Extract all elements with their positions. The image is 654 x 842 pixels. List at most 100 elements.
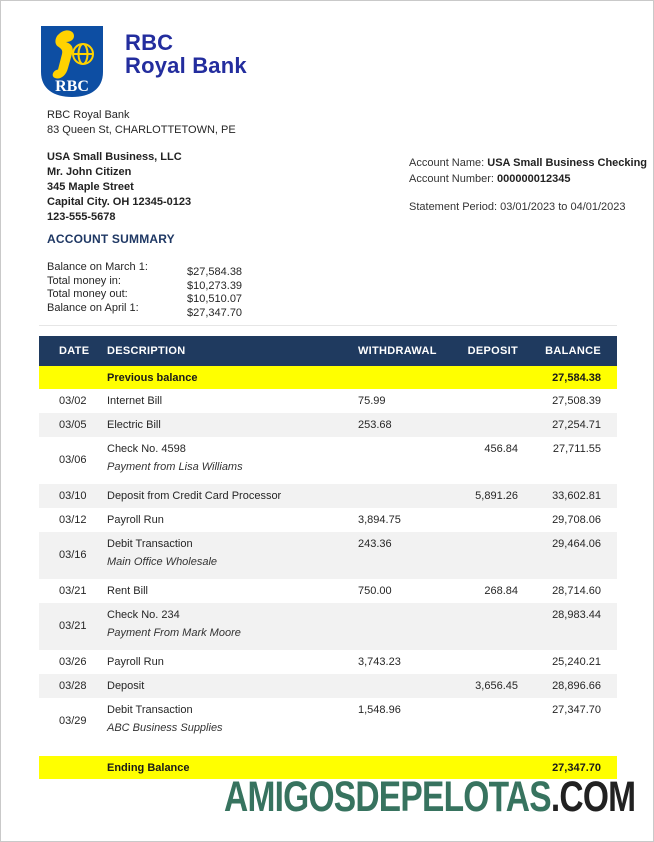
txn-description: Deposit	[101, 674, 356, 698]
transaction-rows: 03/02 Internet Bill 75.99 27,508.39 03/0…	[39, 389, 617, 745]
txn-date: 03/05	[39, 413, 101, 437]
table-row: 03/26 Payroll Run 3,743.23 25,240.21	[39, 650, 617, 674]
table-spacer-row	[39, 745, 617, 756]
txn-balance: 28,896.66	[526, 674, 617, 698]
account-number-value: 000000012345	[497, 173, 571, 185]
customer-name: Mr. John Citizen	[47, 166, 132, 178]
txn-balance: 27,711.55	[552, 443, 601, 455]
account-summary-table: Balance on March 1: $27,584.38 Total mon…	[47, 261, 243, 319]
txn-date: 03/02	[59, 395, 87, 407]
table-row: 03/28 Deposit 3,656.45 28,896.66	[39, 674, 617, 698]
txn-description: Electric Bill	[101, 413, 356, 437]
watermark-green-text: AMIGOSDEPELOTAS	[223, 773, 552, 821]
txn-balance: 27,508.39	[552, 395, 601, 407]
txn-withdrawal: 3,743.23	[358, 656, 401, 668]
txn-withdrawal: 253.68	[356, 413, 451, 437]
txn-balance: 29,464.06	[526, 532, 617, 579]
col-header-description: DESCRIPTION	[101, 336, 356, 366]
txn-deposit	[451, 698, 526, 745]
txn-withdrawal: 750.00	[358, 585, 392, 597]
summary-value: $27,347.70	[187, 306, 243, 319]
txn-deposit	[451, 532, 526, 579]
txn-deposit	[451, 508, 526, 532]
account-info-block: Account Name: USA Small Business Checkin…	[409, 155, 647, 215]
txn-date: 03/26	[59, 656, 87, 668]
wordmark-line2: Royal Bank	[125, 53, 247, 78]
txn-description: Payroll Run	[107, 514, 164, 526]
txn-note: Payment from Lisa Williams	[107, 461, 243, 473]
watermark-logo: AMIGOSDEPELOTAS.COM	[223, 773, 636, 822]
txn-deposit	[451, 603, 526, 650]
table-row: 03/05 Electric Bill 253.68 27,254.71	[39, 413, 617, 437]
txn-date: 03/29	[59, 715, 87, 727]
txn-balance: 25,240.21	[552, 656, 601, 668]
customer-address-block: USA Small Business, LLC Mr. John Citizen…	[47, 150, 191, 225]
table-row: 03/10 Deposit from Credit Card Processor…	[39, 484, 617, 508]
customer-city: Capital City. OH 12345-0123	[47, 196, 192, 208]
customer-phone: 123-555-5678	[47, 211, 116, 223]
txn-date: 03/16	[39, 532, 101, 579]
col-header-withdrawal: WITHDRAWAL	[356, 336, 451, 366]
summary-label: Total money in:	[47, 274, 121, 287]
txn-deposit: 5,891.26	[451, 484, 526, 508]
table-row: 03/21 Rent Bill 750.00 268.84 28,714.60	[39, 579, 617, 603]
table-row: 03/12 Payroll Run 3,894.75 29,708.06	[39, 508, 617, 532]
txn-withdrawal	[356, 603, 451, 650]
account-name-line: Account Name: USA Small Business Checkin…	[409, 155, 647, 171]
account-number-label: Account Number:	[409, 173, 494, 185]
txn-note: Main Office Wholesale	[107, 556, 218, 568]
txn-balance: 27,254.71	[526, 413, 617, 437]
bank-street: 83 Queen St, CHARLOTTETOWN, PE	[47, 123, 236, 136]
txn-date: 03/06	[59, 454, 87, 466]
txn-description: Check No. 234	[107, 609, 180, 621]
transactions-table: DATE DESCRIPTION WITHDRAWAL DEPOSIT BALA…	[39, 336, 617, 779]
txn-description: Check No. 4598	[107, 443, 186, 455]
txn-note: Payment From Mark Moore	[107, 627, 241, 639]
txn-date: 03/28	[39, 674, 101, 698]
txn-date: 03/10	[39, 484, 101, 508]
rbc-shield-logo-icon: RBC	[41, 26, 103, 97]
bank-name: RBC Royal Bank	[47, 109, 130, 121]
table-row: 03/02 Internet Bill 75.99 27,508.39	[39, 389, 617, 413]
summary-label: Balance on March 1:	[47, 261, 148, 273]
previous-balance-row: Previous balance 27,584.38	[39, 366, 617, 389]
table-row: 03/21 Check No. 234 Payment From Mark Mo…	[39, 603, 617, 650]
txn-deposit: 268.84	[484, 585, 518, 597]
table-row: 03/16 Debit Transaction Main Office Whol…	[39, 532, 617, 579]
txn-withdrawal: 3,894.75	[358, 514, 401, 526]
wordmark-line1: RBC	[125, 30, 174, 55]
txn-withdrawal	[356, 437, 451, 484]
summary-label: Balance on April 1:	[47, 301, 139, 314]
txn-withdrawal	[356, 484, 451, 508]
txn-deposit: 3,656.45	[451, 674, 526, 698]
txn-date: 03/21	[39, 603, 101, 650]
statement-period-label: Statement Period:	[409, 201, 498, 213]
watermark-dark-text: .COM	[550, 773, 636, 821]
statement-period-line: Statement Period: 03/01/2023 to 04/01/20…	[409, 199, 647, 215]
txn-withdrawal: 75.99	[358, 395, 386, 407]
summary-divider	[39, 325, 617, 326]
previous-balance-value: 27,584.38	[526, 366, 617, 389]
txn-description: Payroll Run	[107, 656, 164, 668]
col-header-deposit: DEPOSIT	[451, 336, 526, 366]
txn-description: Deposit from Credit Card Processor	[101, 484, 356, 508]
txn-description: Internet Bill	[107, 395, 163, 407]
txn-withdrawal	[356, 674, 451, 698]
txn-balance: 33,602.81	[526, 484, 617, 508]
account-name-label: Account Name:	[409, 157, 485, 169]
summary-value: $27,584.38	[187, 266, 243, 278]
txn-withdrawal: 243.36	[356, 532, 451, 579]
ending-balance-value: 27,347.70	[526, 756, 617, 779]
statement-period-value: 03/01/2023 to 04/01/2023	[500, 201, 626, 213]
bank-logo-block: RBC RBC Royal Bank	[39, 25, 247, 99]
rbc-wordmark: RBC Royal Bank	[125, 31, 247, 99]
ending-balance-row: Ending Balance 27,347.70	[39, 756, 617, 779]
summary-value: $10,510.07	[187, 293, 243, 305]
table-header-row: DATE DESCRIPTION WITHDRAWAL DEPOSIT BALA…	[39, 336, 617, 366]
txn-description: Debit Transaction	[107, 704, 193, 716]
txn-note: ABC Business Supplies	[107, 722, 223, 734]
table-row: 03/06 Check No. 4598 Payment from Lisa W…	[39, 437, 617, 484]
ending-balance-label: Ending Balance	[101, 756, 356, 779]
txn-deposit: 456.84	[484, 443, 518, 455]
